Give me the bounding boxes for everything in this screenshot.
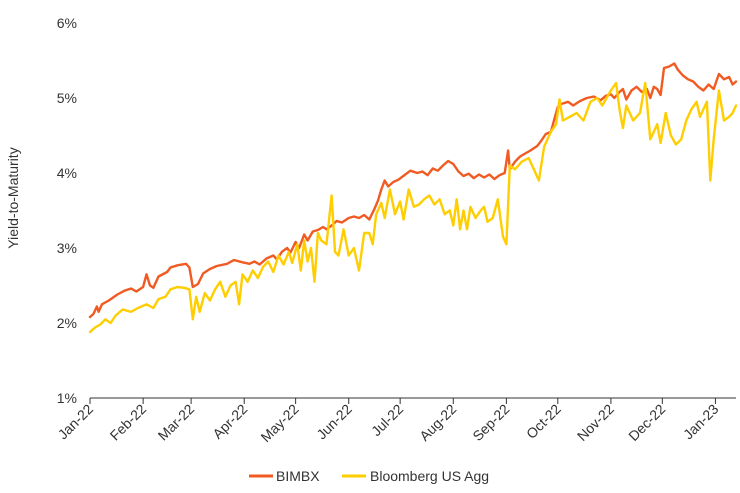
y-tick-label: 4% <box>57 165 77 181</box>
legend: BIMBX Bloomberg US Agg <box>249 468 489 484</box>
x-tick-label: May-22 <box>257 401 301 445</box>
x-tick-label: Jan-23 <box>680 401 722 443</box>
x-tick-label: Feb-22 <box>107 401 150 444</box>
x-tick-label: Jul-22 <box>368 401 406 439</box>
series-line-bloomberg-us-agg <box>88 81 738 334</box>
series-lines <box>88 62 738 334</box>
y-tick-label: 3% <box>57 240 77 256</box>
x-tick-label: Nov-22 <box>574 401 617 444</box>
x-tick-label: Jan-22 <box>55 401 97 443</box>
series-line-bimbx <box>88 62 738 319</box>
x-tick-label: Dec-22 <box>625 401 668 444</box>
x-tick-label: Jun-22 <box>313 401 355 443</box>
y-axis-title: Yield-to-Maturity <box>5 147 21 248</box>
y-tick-label: 6% <box>57 15 77 31</box>
x-tick-label: Apr-22 <box>209 401 250 442</box>
x-tick-label: Aug-22 <box>416 401 459 444</box>
x-axis-ticks: Jan-22 Feb-22 Mar-22 Apr-22 May-22 Jun-22 Jul-… <box>55 398 722 445</box>
legend-label: BIMBX <box>276 468 320 484</box>
legend-label: Bloomberg US Agg <box>370 468 489 484</box>
y-tick-label: 1% <box>57 390 77 406</box>
x-tick-label: Mar-22 <box>155 401 198 444</box>
y-axis-ticks: 1% 2% 3% 4% 5% 6% <box>57 15 77 406</box>
y-tick-label: 2% <box>57 315 77 331</box>
x-tick-label: Sep-22 <box>469 401 512 444</box>
y-tick-label: 5% <box>57 90 77 106</box>
x-tick-label: Oct-22 <box>523 401 564 442</box>
